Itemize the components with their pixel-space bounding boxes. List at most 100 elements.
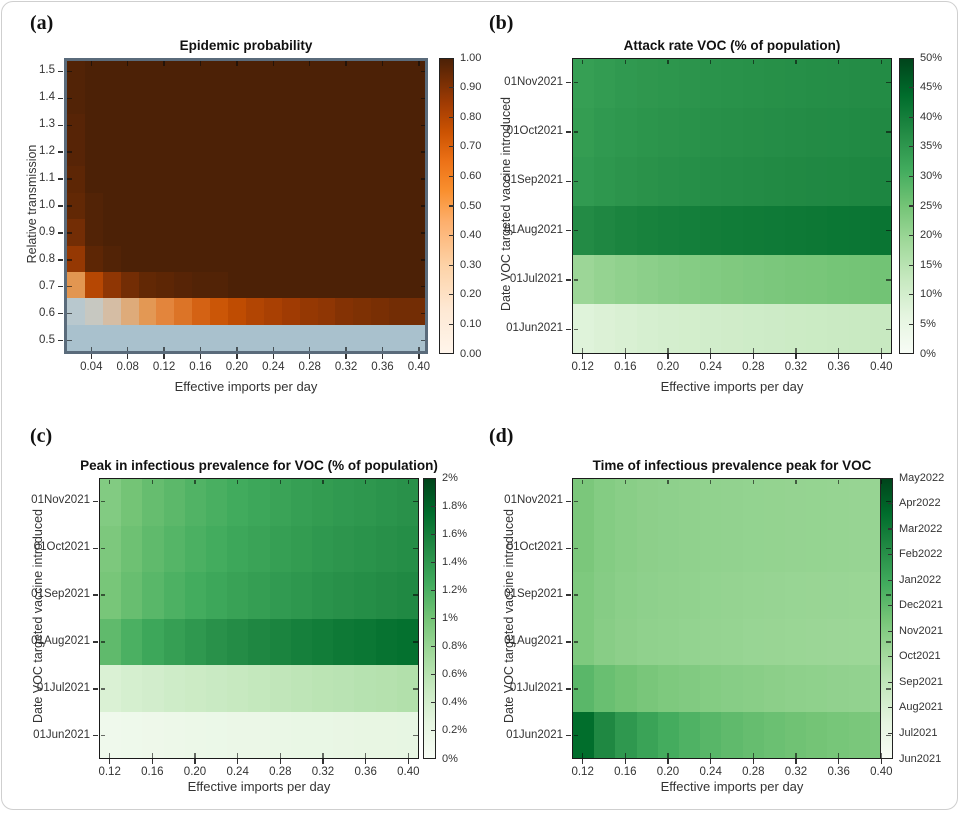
x-tick-inner-top bbox=[345, 61, 347, 66]
heatmap-cell bbox=[192, 87, 211, 114]
heatmap-cell bbox=[100, 711, 122, 758]
heatmap-cell bbox=[679, 157, 701, 206]
heatmap-cell bbox=[156, 140, 175, 167]
colorbar-tick-label: 50% bbox=[920, 51, 943, 64]
x-tick-label: 0.32 bbox=[311, 766, 335, 778]
y-tick-inner-left bbox=[573, 328, 578, 331]
colorbar-tick-label: 45% bbox=[920, 81, 943, 94]
y-tick bbox=[566, 229, 571, 232]
colorbar-tick bbox=[431, 561, 436, 563]
y-tick bbox=[58, 339, 63, 342]
heatmap-cell bbox=[281, 113, 300, 141]
heatmap-cell bbox=[335, 271, 354, 299]
heatmap-cell bbox=[657, 572, 679, 619]
heatmap-cell bbox=[192, 192, 211, 220]
heatmap-cell bbox=[657, 711, 679, 758]
panel-b-xaxis-title: Effective imports per day bbox=[660, 379, 804, 394]
x-tick-label: 0.24 bbox=[699, 766, 722, 778]
y-tick-label: 01Jul2021 bbox=[509, 681, 563, 694]
heatmap-cell bbox=[371, 87, 390, 114]
x-tick-inner-bottom bbox=[279, 753, 282, 758]
y-tick-inner-right bbox=[886, 328, 891, 331]
heatmap-cell bbox=[679, 59, 701, 108]
heatmap-cell bbox=[827, 711, 849, 758]
y-tick-label: 0.9 bbox=[39, 225, 55, 238]
colorbar-tick bbox=[909, 294, 914, 296]
heatmap-cell bbox=[263, 219, 282, 246]
colorbar-tick-label: Mar2022 bbox=[899, 522, 943, 535]
colorbar-tick bbox=[888, 605, 893, 607]
heatmap-cell bbox=[742, 108, 764, 157]
panel-c-title: Peak in infectious prevalence for VOC (%… bbox=[80, 458, 438, 473]
y-tick bbox=[58, 312, 63, 315]
heatmap-cell bbox=[184, 572, 206, 619]
y-tick bbox=[566, 500, 571, 503]
heatmap-cell bbox=[869, 255, 891, 304]
x-tick bbox=[624, 759, 627, 764]
heatmap-cell bbox=[594, 525, 616, 572]
y-tick bbox=[58, 285, 63, 288]
heatmap-cell bbox=[163, 665, 185, 712]
heatmap-cell bbox=[806, 618, 828, 665]
x-tick bbox=[795, 759, 797, 764]
heatmap-cell bbox=[206, 618, 228, 665]
heatmap-cell bbox=[573, 206, 595, 255]
heatmap-cell bbox=[785, 665, 807, 712]
colorbar-tick-label: Jul2021 bbox=[899, 726, 938, 739]
heatmap-cell bbox=[245, 271, 264, 299]
x-tick-inner-bottom bbox=[667, 753, 669, 758]
heatmap-cell bbox=[192, 140, 211, 167]
heatmap-cell bbox=[679, 665, 701, 712]
x-tick bbox=[667, 759, 669, 764]
colorbar-tick-label: Feb2022 bbox=[899, 548, 943, 561]
heatmap-cell bbox=[206, 525, 228, 572]
heatmap-cell bbox=[248, 525, 270, 572]
y-tick bbox=[566, 734, 571, 737]
heatmap-cell bbox=[371, 192, 390, 220]
heatmap-cell bbox=[396, 618, 418, 665]
heatmap-cell bbox=[636, 711, 658, 758]
colorbar-tick-label: 35% bbox=[920, 140, 943, 153]
heatmap-cell bbox=[594, 304, 616, 353]
y-tick-inner-left bbox=[100, 641, 105, 643]
y-tick bbox=[93, 641, 98, 643]
heatmap-cell bbox=[396, 479, 418, 526]
x-tick-inner-top bbox=[667, 59, 669, 64]
heatmap-cell bbox=[245, 298, 264, 325]
heatmap-cell bbox=[317, 87, 336, 114]
colorbar-tick-label: 0.10 bbox=[460, 317, 482, 330]
colorbar-tick bbox=[431, 533, 436, 535]
x-tick-inner-top bbox=[880, 59, 883, 64]
colorbar-tick-label: 2% bbox=[442, 471, 458, 484]
heatmap-cell bbox=[407, 61, 425, 88]
heatmap-cell bbox=[281, 140, 300, 167]
heatmap-cell bbox=[269, 479, 291, 526]
heatmap-cell bbox=[700, 665, 722, 712]
heatmap-cell bbox=[700, 618, 722, 665]
y-tick-inner-right bbox=[886, 734, 891, 737]
x-tick-inner-top bbox=[795, 479, 797, 484]
y-tick-inner-left bbox=[67, 259, 72, 261]
y-tick-label: 01Aug2021 bbox=[504, 223, 563, 236]
colorbar-tick bbox=[449, 87, 454, 89]
x-tick-inner-bottom bbox=[709, 348, 712, 353]
y-tick-inner-right bbox=[413, 734, 418, 737]
heatmap-cell bbox=[657, 525, 679, 572]
heatmap-cell bbox=[138, 298, 157, 325]
heatmap-cell bbox=[721, 59, 743, 108]
y-tick-inner-left bbox=[67, 205, 72, 207]
heatmap-cell bbox=[156, 61, 175, 88]
heatmap-cell bbox=[573, 711, 595, 758]
heatmap-cell bbox=[657, 108, 679, 157]
heatmap-cell bbox=[120, 140, 139, 167]
x-tick-label: 0.36 bbox=[827, 361, 850, 373]
x-tick-inner-top bbox=[108, 479, 111, 484]
colorbar-tick bbox=[888, 630, 893, 632]
heatmap-cell bbox=[156, 166, 175, 193]
colorbar-tick bbox=[909, 264, 914, 266]
x-tick-inner-bottom bbox=[199, 346, 202, 351]
heatmap-cell bbox=[636, 572, 658, 619]
heatmap-cell bbox=[700, 157, 722, 206]
heatmap-cell bbox=[142, 525, 164, 572]
y-tick-inner-right bbox=[420, 259, 425, 261]
